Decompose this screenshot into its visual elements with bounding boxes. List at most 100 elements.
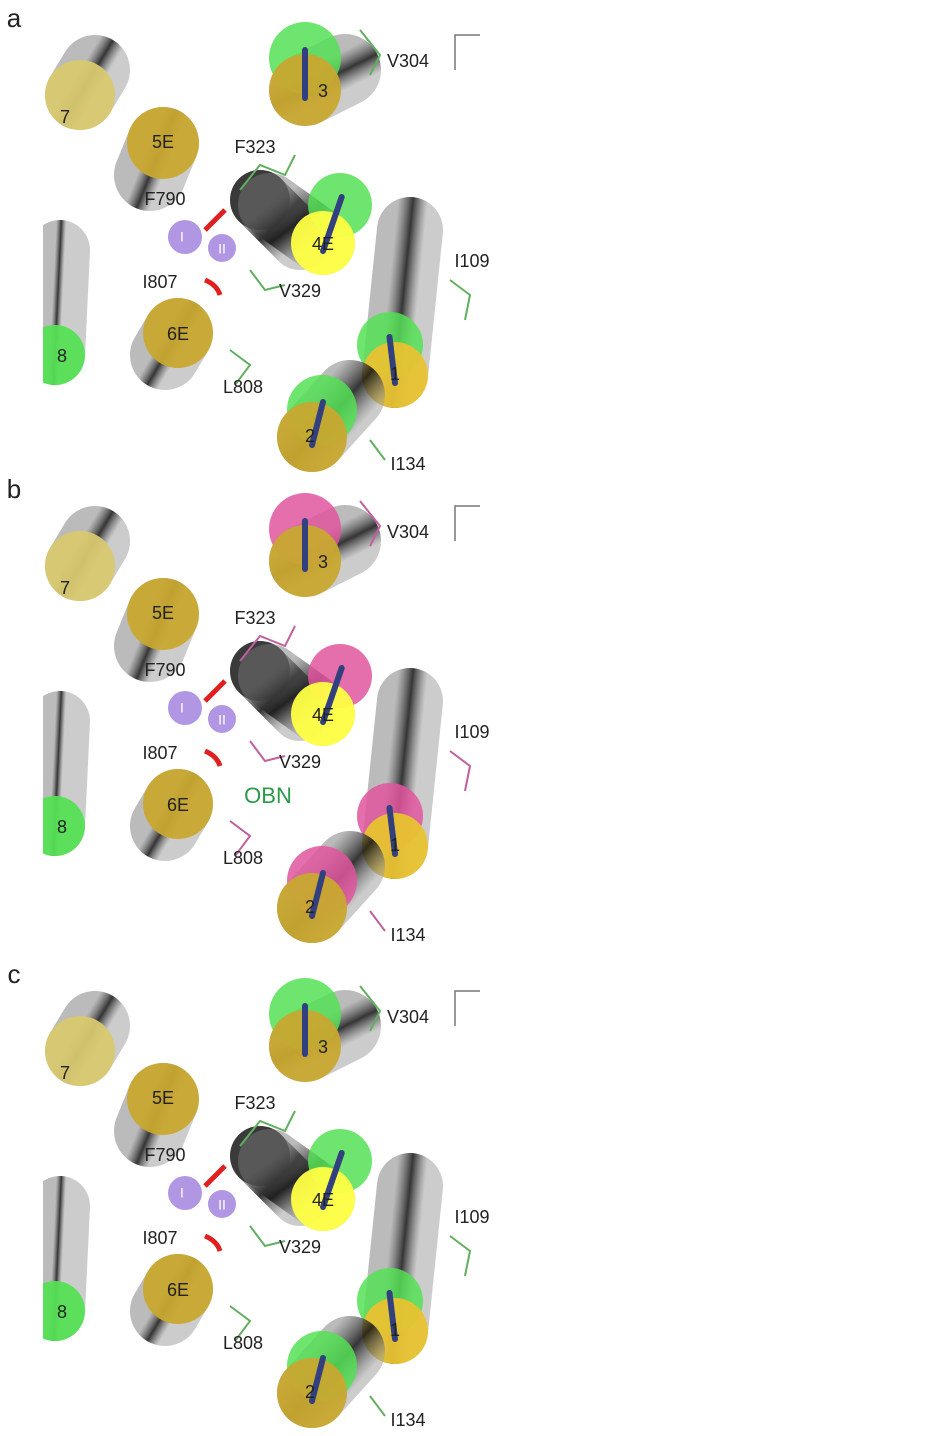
rotation-arrow <box>655 280 670 295</box>
helix-tube <box>505 250 510 355</box>
residue-label: F790 <box>594 1145 635 1165</box>
residue-label: 4E <box>762 1190 784 1210</box>
residue-label: F323 <box>684 1093 725 1113</box>
rotation-arrow <box>655 681 675 701</box>
helix-tube <box>762 1351 800 1393</box>
residue-label: I807 <box>142 272 177 292</box>
residue-label: 3 <box>768 552 778 572</box>
helix-tube <box>755 70 795 90</box>
axes-glyph <box>455 35 480 70</box>
residue-label: I109 <box>454 1207 489 1227</box>
axes-glyph <box>455 991 480 1026</box>
residue-label: L808 <box>223 848 263 868</box>
figure-svg: aV304375EF323F790III4EI109I807V32986EL80… <box>0 0 949 1436</box>
helix-tube <box>600 614 613 646</box>
residue-label: 4E <box>762 705 784 725</box>
figure: aV304375EF323F790III4EI109I807V32986EL80… <box>0 0 949 1436</box>
helix-end <box>25 1281 85 1341</box>
helix-tube <box>845 1186 860 1331</box>
residue-label: 7 <box>510 107 520 127</box>
panel-letter: a <box>7 3 22 33</box>
helix-end <box>577 578 649 650</box>
residue-label: F790 <box>144 660 185 680</box>
helix-end <box>741 682 805 746</box>
residue-label: 1 <box>840 364 850 384</box>
shift-arrow <box>840 337 846 383</box>
residue-label: F323 <box>684 608 725 628</box>
residue-label: V304 <box>387 1007 429 1027</box>
helix-tube <box>845 701 860 846</box>
residue-label: I134 <box>390 454 425 474</box>
helix-tube <box>845 230 860 375</box>
helix-end <box>475 1281 535 1341</box>
residue-label: I134 <box>840 1410 875 1430</box>
residue-label: I134 <box>390 1410 425 1430</box>
rotation-arrow <box>655 1166 675 1186</box>
helix-shift <box>737 846 807 916</box>
shift-arrow <box>773 668 792 722</box>
site-ii <box>658 234 686 262</box>
residue-label: 3 <box>768 1037 778 1057</box>
residue-label: 5E <box>602 132 624 152</box>
residue-label: V329 <box>279 281 321 301</box>
residue-label: F323 <box>234 608 275 628</box>
rotation-arrow <box>205 210 225 230</box>
helix-end <box>727 402 797 472</box>
residue-label: 7 <box>510 1063 520 1083</box>
residue-label: II <box>668 1197 676 1213</box>
residue-label: 5E <box>152 603 174 623</box>
helix-end <box>45 60 115 130</box>
helix-tube <box>615 333 628 355</box>
helix-tube <box>530 70 545 95</box>
residue-label: 3 <box>768 81 778 101</box>
residue-label: 7 <box>60 1063 70 1083</box>
stereo-view: V304375EF323F790III4EI109I807V32986EL808… <box>25 493 490 945</box>
site-i <box>168 220 202 254</box>
helix-end <box>719 1010 791 1082</box>
helix-end <box>727 873 797 943</box>
rotation-arrow <box>205 1236 220 1251</box>
helix-end <box>812 813 878 879</box>
helix-tube <box>720 205 773 243</box>
residue-label: 1 <box>840 835 850 855</box>
residue-label: I109 <box>904 722 939 742</box>
residue-label: 2 <box>305 1382 315 1402</box>
residue-label: 6E <box>617 324 639 344</box>
residue-label: F790 <box>594 189 635 209</box>
residue-label: F323 <box>684 137 725 157</box>
helix-end <box>475 325 535 385</box>
stereo-view: V304375EF323F790III4EI109I807V32986EL808… <box>475 493 940 945</box>
helix-shift <box>807 312 873 378</box>
helix-end <box>719 525 791 597</box>
residue-label: 8 <box>507 346 517 366</box>
residue-label: 7 <box>510 578 520 598</box>
residue-label: I <box>630 229 634 245</box>
helix-tube <box>505 1206 510 1311</box>
residue-label: 6E <box>617 795 639 815</box>
residue-label: 6E <box>167 795 189 815</box>
residue-label: F323 <box>234 1093 275 1113</box>
helix-end <box>25 796 85 856</box>
residue-label: I109 <box>904 251 939 271</box>
helix-shift <box>758 1129 822 1193</box>
residue-label: 8 <box>57 346 67 366</box>
helix-tube <box>755 541 795 561</box>
helix-end <box>680 1126 740 1186</box>
helix-end <box>495 60 565 130</box>
side-chains <box>680 501 920 931</box>
residue-label: I807 <box>142 1228 177 1248</box>
rotation-arrow <box>205 751 220 766</box>
helix-end <box>812 342 878 408</box>
residue-label: 4E <box>312 234 334 254</box>
residue-label: I109 <box>454 722 489 742</box>
helix-shift <box>719 22 791 94</box>
residue-label: OBN <box>244 783 292 808</box>
residue-label: 1 <box>840 1320 850 1340</box>
residue-label: L808 <box>223 1333 263 1353</box>
residue-label: 7 <box>60 578 70 598</box>
helix-end <box>475 796 535 856</box>
helix-end <box>680 170 740 230</box>
helix-tube <box>530 541 545 566</box>
residue-label: 1 <box>390 364 400 384</box>
